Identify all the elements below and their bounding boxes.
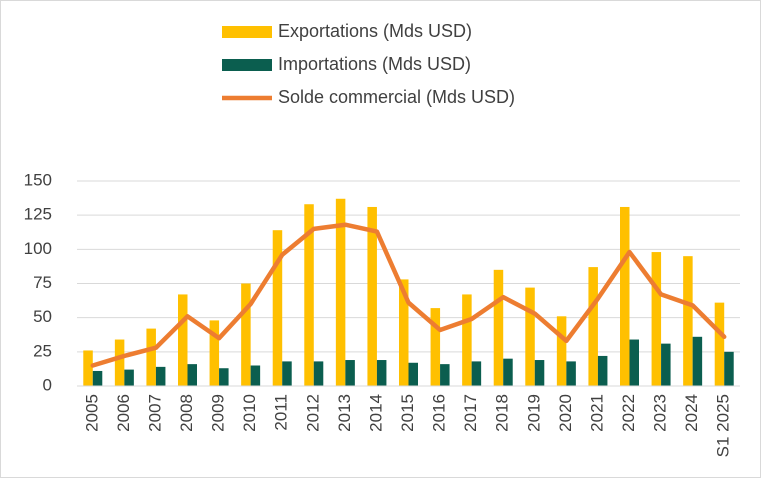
x-tick-label: 2023 — [651, 394, 670, 432]
x-tick-label: 2015 — [398, 394, 417, 432]
x-tick-label: 2021 — [587, 394, 606, 432]
bar — [724, 351, 734, 386]
x-tick-label: 2014 — [366, 394, 385, 432]
bar — [683, 256, 693, 386]
bar — [114, 339, 125, 386]
bar — [408, 362, 418, 386]
y-tick-label: 25 — [33, 341, 52, 360]
x-tick-label: 2024 — [682, 394, 701, 432]
legend-label: Exportations (Mds USD) — [278, 21, 472, 41]
legend-label: Importations (Mds USD) — [278, 54, 471, 74]
bar — [146, 328, 156, 386]
bar — [313, 361, 324, 386]
bar — [376, 360, 387, 386]
x-tick-label: S1 2025 — [714, 394, 733, 457]
bar — [440, 364, 450, 386]
bar — [503, 358, 513, 386]
x-tick-label: 2010 — [240, 394, 259, 432]
x-tick-label: 2008 — [177, 394, 196, 432]
bar — [304, 204, 314, 386]
bar — [597, 355, 608, 386]
bar — [124, 369, 134, 386]
bar — [629, 339, 639, 386]
bar — [367, 206, 377, 386]
bar — [241, 283, 251, 386]
x-tick-label: 2018 — [493, 394, 512, 432]
bar — [345, 360, 355, 386]
legend-swatch — [222, 59, 272, 71]
x-tick-label: 2005 — [82, 394, 101, 432]
legend: Exportations (Mds USD) Importations (Mds … — [222, 21, 515, 107]
y-tick-label: 0 — [43, 375, 52, 394]
bar — [651, 252, 662, 386]
bar — [493, 269, 504, 386]
bar — [430, 308, 441, 386]
bar — [525, 287, 535, 386]
bar — [556, 316, 567, 386]
bar — [219, 368, 229, 386]
bar — [471, 361, 482, 386]
bar — [92, 370, 103, 386]
x-tick-label: 2019 — [524, 394, 543, 432]
bar — [178, 294, 188, 386]
legend-swatch — [222, 26, 272, 38]
bar — [588, 267, 598, 386]
bar — [155, 366, 166, 386]
bar — [714, 302, 725, 386]
x-tick-label: 2006 — [114, 394, 133, 432]
bar — [187, 364, 197, 386]
y-tick-label: 125 — [24, 205, 52, 224]
x-tick-label: 2011 — [272, 394, 291, 431]
bar — [282, 361, 292, 386]
x-tick-label: 2022 — [619, 394, 638, 432]
bar — [399, 279, 409, 386]
bar — [209, 320, 220, 386]
bar — [335, 198, 346, 386]
x-tick-label: 2013 — [335, 394, 354, 432]
bar — [83, 350, 93, 386]
bar — [250, 365, 261, 386]
bar — [534, 360, 545, 386]
bar — [692, 336, 703, 386]
bar — [661, 343, 671, 386]
y-tick-label: 75 — [33, 273, 52, 292]
y-tick-label: 100 — [24, 239, 52, 258]
x-tick-label: 2012 — [303, 394, 322, 432]
y-tick-label: 150 — [24, 170, 52, 189]
bar — [462, 294, 472, 386]
x-tick-label: 2017 — [461, 394, 480, 432]
bar — [272, 230, 283, 386]
line — [90, 222, 727, 368]
y-tick-label: 50 — [33, 307, 52, 326]
x-tick-label: 2020 — [556, 394, 575, 432]
bar — [566, 361, 576, 386]
x-tick-label: 2016 — [430, 394, 449, 432]
bar — [620, 206, 630, 386]
x-tick-label: 2009 — [209, 394, 228, 432]
x-tick-label: 2007 — [145, 394, 164, 432]
legend-label: Solde commercial (Mds USD) — [278, 87, 515, 107]
